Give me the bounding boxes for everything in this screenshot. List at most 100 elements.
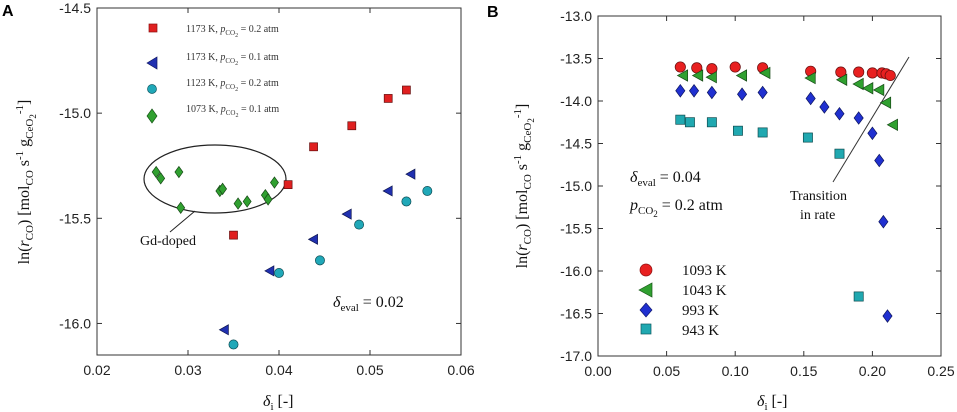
- legend-b-marker-square: [640, 323, 652, 335]
- x-tick-label: 0.05: [356, 362, 383, 378]
- panel-a-series-2-point: [382, 185, 393, 197]
- y-tick-label: -15.5: [59, 210, 91, 226]
- legend-a-marker-triangle: [146, 56, 158, 70]
- panel-b-series-4-point: [834, 148, 845, 159]
- panel-b-series-2-point: [872, 83, 885, 97]
- x-tick-label: 0.00: [584, 363, 611, 379]
- panel-a-series-4-point: [218, 182, 228, 196]
- panel-a-series-2-point: [405, 168, 416, 180]
- panel-a-series-4-point: [151, 165, 161, 179]
- panel-b-series-3-point: [878, 214, 889, 229]
- panel-a-series-3-point: [422, 186, 433, 196]
- legend-b-marker-circle: [639, 263, 653, 277]
- panel-b-series-2-point: [804, 71, 816, 85]
- panel-b-series-3-point: [737, 87, 748, 101]
- panel-a-series-2-point: [341, 208, 352, 220]
- y-tick-label: -13.0: [560, 8, 592, 24]
- panel-b-series-1-point: [884, 69, 896, 82]
- panel-b-pco2: pCO2 = 0.2 atm: [629, 197, 723, 219]
- panel-b-series-2-point: [691, 69, 704, 82]
- y-tick-label: -15.0: [59, 105, 91, 121]
- panel-b-data-points: [674, 61, 898, 323]
- panel-a-series-4-point: [174, 165, 184, 179]
- legend-a-marker-square: [148, 23, 158, 33]
- panel-b-legend: 1093 K 1043 K 993 K 943 K: [638, 263, 727, 339]
- panel-b-series-4-point: [706, 117, 717, 128]
- y-tick-label: -14.5: [560, 136, 592, 152]
- legend-a-entry-2: 1173 K, pCO2 = 0.1 atm: [186, 52, 279, 67]
- transition-label-1: Transition: [790, 189, 847, 204]
- y-tick-label: -14.0: [560, 93, 592, 109]
- panel-b-series-4-point: [802, 132, 813, 143]
- panel-b-series-3-point: [706, 85, 717, 100]
- x-tick-label: 0.05: [653, 363, 680, 379]
- y-tick-label: -16.0: [560, 263, 592, 279]
- panel-a-series-1-point: [402, 85, 411, 95]
- panel-a-series-1-point: [283, 180, 293, 190]
- panel-b-series-3-point: [882, 309, 893, 323]
- x-tick-label: 0.03: [174, 362, 201, 378]
- panel-b-series-2-point: [676, 69, 689, 82]
- gd-doped-callout-line: [169, 210, 196, 233]
- x-tick-label: 0.04: [265, 362, 292, 378]
- panel-a-series-2-point: [307, 233, 318, 245]
- panel-a-axes: 0.02 0.03 0.04 0.05 0.06 -14.5 -15.0 -15.5 -16.0: [59, 0, 475, 378]
- panel-b-series-2-point: [861, 82, 874, 95]
- panel-b-series-3-point: [853, 111, 864, 125]
- legend-b-marker-triangle: [638, 282, 653, 298]
- x-tick-label: 0.06: [447, 362, 474, 378]
- panel-a-series-3-point: [315, 255, 325, 266]
- panel-a-series-2-point: [264, 265, 275, 277]
- panel-a-series-3-point: [354, 219, 365, 230]
- x-tick-label: 0.25: [927, 363, 954, 379]
- panel-b-series-4-point: [853, 291, 864, 302]
- panel-b-series-3-point: [867, 126, 878, 141]
- panel-a-label: A: [2, 3, 14, 20]
- legend-b-entry-3: 993 K: [682, 303, 719, 319]
- y-tick-label: -15.0: [560, 178, 592, 194]
- legend-a-marker-circle: [147, 84, 157, 94]
- panel-b-label: B: [487, 4, 499, 21]
- panel-b-series-1-point: [853, 66, 865, 78]
- panel-b-series-2-point: [879, 96, 892, 109]
- y-tick-label: -15.5: [560, 221, 592, 237]
- panel-b-series-4-point: [757, 127, 768, 138]
- panel-a-legend: 1173 K, pCO2 = 0.2 atm 1173 K, pCO2 = 0.…: [146, 23, 279, 124]
- panel-a-series-1-point: [229, 230, 238, 240]
- panel-a-y-label: ln(rCO) [molCO s-1 gCeO2-1]: [14, 100, 38, 265]
- panel-a-series-4-point: [263, 193, 273, 206]
- panel-b-y-label: ln(rCO) [molCO s-1 gCeO2-1]: [512, 104, 536, 269]
- panel-b-series-2-point: [852, 77, 864, 91]
- panel-a-series-1-point: [309, 142, 318, 152]
- panel-a-series-3-point: [228, 339, 239, 350]
- transition-line: [832, 56, 910, 183]
- panel-b-series-3-point: [675, 84, 686, 98]
- gd-doped-label: Gd-doped: [140, 234, 196, 249]
- panel-b-series-2-point: [735, 69, 748, 82]
- panel-b-series-4-point: [675, 114, 686, 125]
- panel-b-series-2-point: [705, 71, 717, 84]
- panel-b-axes: 0.00 0.05 0.10 0.15 0.20 0.25 -13.0 -13.5 -14.0 -…: [560, 8, 955, 379]
- panel-b-series-1-point: [729, 61, 741, 73]
- legend-b-entry-4: 943 K: [682, 323, 719, 339]
- panel-a-series-4-point: [233, 197, 243, 210]
- x-tick-label: 0.10: [722, 363, 749, 379]
- panel-a-delta-eval: δeval = 0.02: [333, 294, 404, 314]
- panel-a-data-points: [151, 85, 433, 350]
- panel-b-series-1-point: [866, 67, 878, 79]
- legend-a-entry-1: 1173 K, pCO2 = 0.2 atm: [186, 24, 279, 39]
- legend-b-entry-1: 1093 K: [682, 263, 727, 279]
- panel-a-series-1-point: [347, 121, 357, 131]
- x-tick-label: 0.20: [859, 363, 886, 379]
- panel-b-series-3-point: [819, 100, 830, 114]
- panel-b-series-3-point: [874, 153, 885, 168]
- transition-label-2: in rate: [800, 208, 835, 223]
- y-tick-label: -16.0: [59, 315, 91, 331]
- panel-b-series-2-point: [759, 66, 771, 80]
- x-tick-label: 0.15: [790, 363, 817, 379]
- y-tick-label: -16.5: [560, 306, 592, 322]
- panel-a-series-4-point: [270, 176, 279, 189]
- panel-b-series-3-point: [834, 106, 845, 121]
- panel-a-series-2-point: [218, 324, 229, 336]
